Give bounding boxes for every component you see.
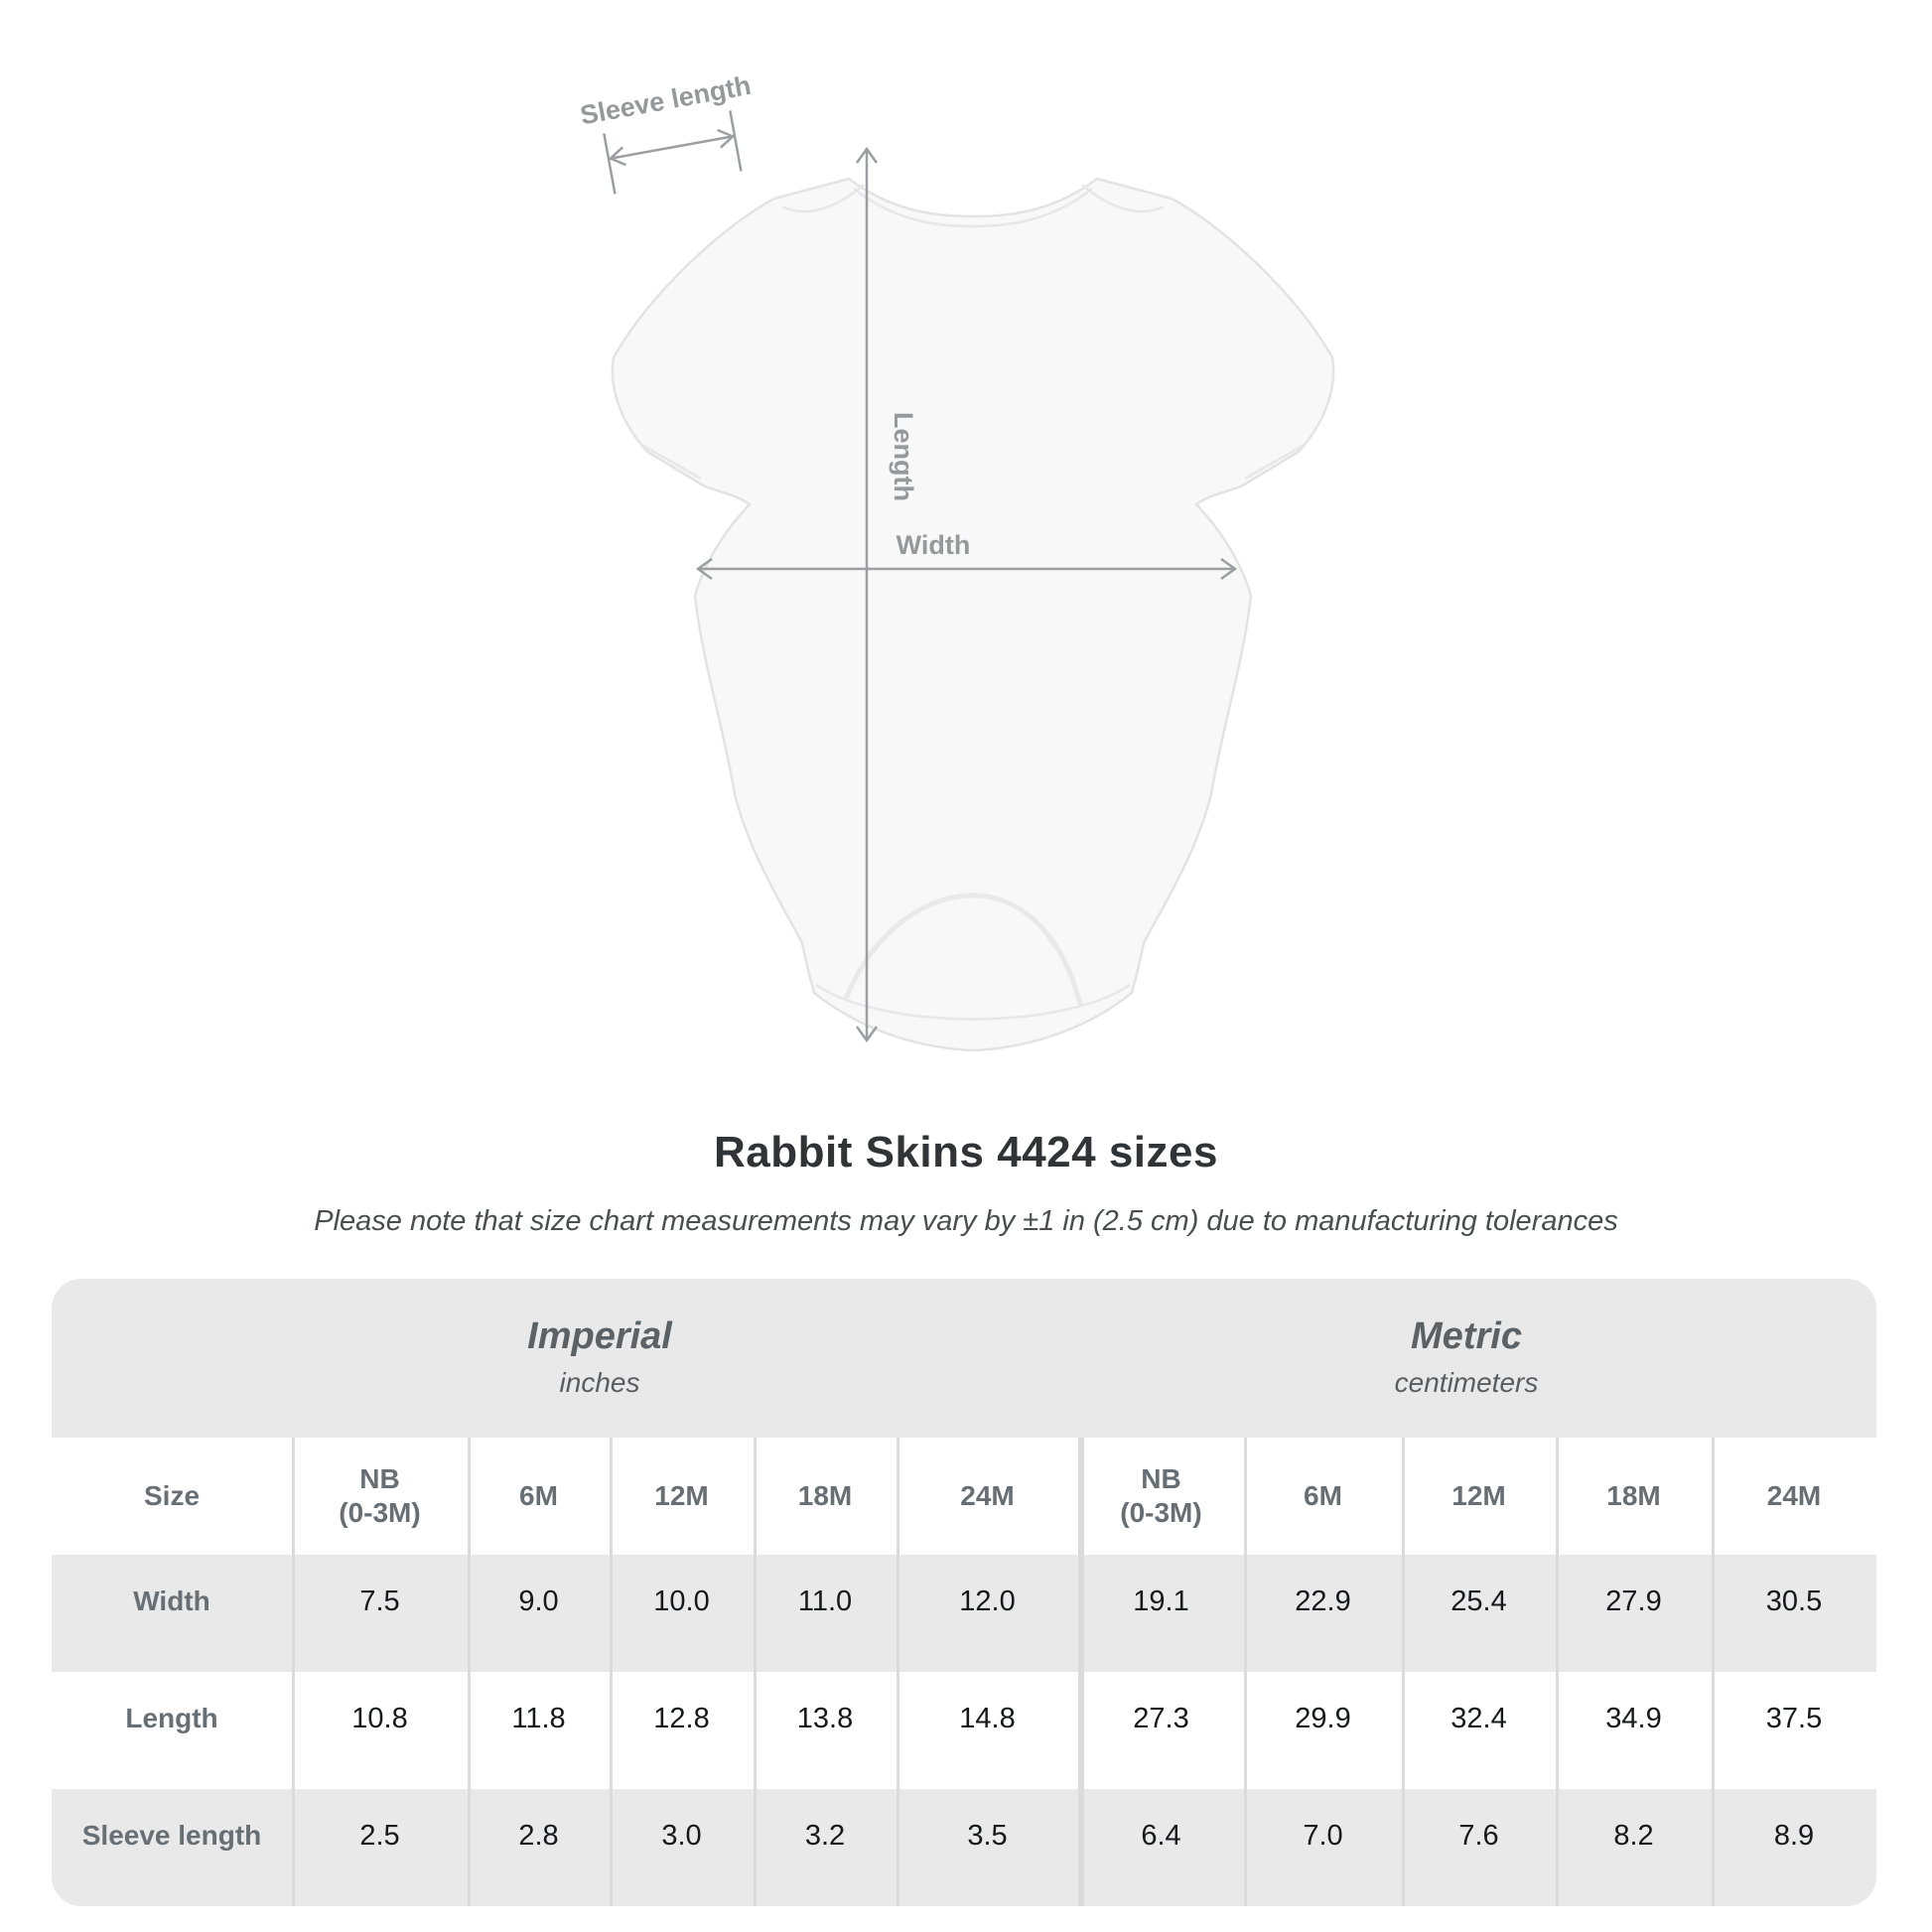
table-cell: 19.1 bbox=[1133, 1586, 1189, 1617]
table-row-width: Width 7.5 9.0 10.0 11.0 12.0 19.1 22.9 2… bbox=[52, 1555, 1876, 1672]
imperial-group-header: Imperial inches bbox=[527, 1311, 672, 1404]
width-arrowhead-left bbox=[695, 557, 713, 581]
column-divider bbox=[754, 1438, 757, 1906]
table-cell: 9.0 bbox=[518, 1586, 559, 1617]
table-cell: 13.8 bbox=[796, 1703, 854, 1734]
left-cuff-seam bbox=[640, 443, 702, 481]
row-label: Length bbox=[125, 1703, 218, 1733]
table-header-band: Imperial inches Metric centimeters bbox=[52, 1279, 1876, 1438]
table-cell: 25.4 bbox=[1450, 1586, 1507, 1617]
row-label: Sleeve length bbox=[81, 1820, 262, 1851]
column-header: NB (0-3M) bbox=[1120, 1463, 1202, 1528]
leg-binding-seam bbox=[815, 983, 1131, 1021]
table-cell: 2.8 bbox=[518, 1820, 559, 1852]
table-cell: 12.8 bbox=[653, 1703, 710, 1734]
column-header: 12M bbox=[654, 1480, 709, 1511]
table-cell: 7.5 bbox=[359, 1586, 400, 1617]
table-cell: 8.2 bbox=[1613, 1820, 1654, 1852]
table-cell: 37.5 bbox=[1765, 1703, 1823, 1734]
table-cell: 34.9 bbox=[1605, 1703, 1662, 1734]
column-header: 6M bbox=[1304, 1480, 1342, 1511]
table-cell: 30.5 bbox=[1765, 1586, 1823, 1617]
sleeve-arrowhead-right bbox=[717, 128, 736, 149]
column-header: 24M bbox=[1766, 1480, 1822, 1511]
column-divider bbox=[1712, 1438, 1715, 1906]
sleeve-line bbox=[608, 134, 736, 161]
tolerance-note: Please note that size chart measurements… bbox=[314, 1205, 1618, 1237]
sleeve-arrowhead-left bbox=[608, 146, 626, 167]
column-divider bbox=[1402, 1438, 1405, 1906]
table-row-sleeve-length: Sleeve length 2.5 2.8 3.0 3.2 3.5 6.4 7.… bbox=[52, 1789, 1876, 1906]
column-header: 6M bbox=[519, 1480, 558, 1511]
column-header: 18M bbox=[797, 1480, 853, 1511]
metric-units: centimeters bbox=[1394, 1367, 1539, 1398]
metric-group-header: Metric centimeters bbox=[1395, 1311, 1539, 1404]
onesie-silhouette bbox=[611, 177, 1335, 1052]
size-header: Size bbox=[143, 1480, 201, 1511]
table-cell: 11.8 bbox=[511, 1703, 566, 1734]
table-cell: 8.9 bbox=[1773, 1820, 1815, 1852]
column-divider bbox=[1556, 1438, 1559, 1906]
length-arrowhead-top bbox=[855, 146, 879, 164]
right-lap-shoulder-seam bbox=[1081, 184, 1165, 213]
left-lap-shoulder-seam bbox=[781, 184, 865, 213]
table-cell: 3.2 bbox=[804, 1820, 846, 1852]
table-cell: 14.8 bbox=[959, 1703, 1016, 1734]
table-cell: 3.0 bbox=[661, 1820, 702, 1852]
table-cell: 3.5 bbox=[967, 1820, 1008, 1852]
table-cell: 12.0 bbox=[959, 1586, 1016, 1617]
group-divider bbox=[1078, 1438, 1084, 1906]
imperial-label: Imperial bbox=[527, 1315, 672, 1357]
row-label: Width bbox=[133, 1586, 210, 1616]
right-cuff-seam bbox=[1244, 443, 1306, 481]
length-dimension: Length bbox=[855, 146, 918, 1043]
table-cell: 10.0 bbox=[653, 1586, 710, 1617]
sleeve-length-label: Sleeve length bbox=[578, 70, 754, 131]
column-divider bbox=[897, 1438, 899, 1906]
size-table: Imperial inches Metric centimeters Size … bbox=[52, 1279, 1876, 1906]
table-cell: 10.8 bbox=[351, 1703, 408, 1734]
sleeve-tick-right bbox=[729, 110, 743, 172]
table-cell: 6.4 bbox=[1141, 1820, 1181, 1852]
garment-illustration: Length Width Sleeve length bbox=[578, 70, 1335, 1052]
table-cell: 2.5 bbox=[359, 1820, 400, 1852]
table-row-length: Length 10.8 11.8 12.8 13.8 14.8 27.3 29.… bbox=[52, 1672, 1876, 1789]
metric-label: Metric bbox=[1411, 1315, 1522, 1357]
table-cell: 27.9 bbox=[1605, 1586, 1662, 1617]
width-dimension: Width bbox=[695, 530, 1238, 581]
size-header-row: Size NB (0-3M) 6M 12M 18M 24M NB (0-3M) … bbox=[52, 1438, 1876, 1555]
sleeve-tick-left bbox=[603, 133, 617, 195]
crotch-flap-seam bbox=[843, 893, 1083, 1006]
table-cell: 29.9 bbox=[1295, 1703, 1351, 1734]
table-cell: 7.0 bbox=[1303, 1820, 1343, 1852]
table-cell: 27.3 bbox=[1133, 1703, 1189, 1734]
table-cell: 11.0 bbox=[797, 1586, 853, 1617]
table-cell: 22.9 bbox=[1295, 1586, 1351, 1617]
column-header: 12M bbox=[1451, 1480, 1506, 1511]
table-cell: 32.4 bbox=[1450, 1703, 1507, 1734]
column-divider bbox=[468, 1438, 471, 1906]
page-title: Rabbit Skins 4424 sizes bbox=[714, 1128, 1218, 1176]
imperial-units: inches bbox=[559, 1367, 640, 1398]
sleeve-length-dimension: Sleeve length bbox=[578, 70, 754, 195]
column-header: 18M bbox=[1606, 1480, 1661, 1511]
length-arrowhead-bottom bbox=[855, 1026, 879, 1043]
column-divider bbox=[292, 1438, 295, 1906]
width-arrowhead-right bbox=[1220, 557, 1238, 581]
column-header: 24M bbox=[960, 1480, 1015, 1511]
width-label: Width bbox=[897, 530, 971, 560]
column-divider bbox=[1244, 1438, 1247, 1906]
table-cell: 7.6 bbox=[1458, 1820, 1499, 1852]
length-label: Length bbox=[889, 412, 918, 501]
collar-trim-seam bbox=[853, 188, 1093, 228]
column-divider bbox=[610, 1438, 613, 1906]
column-header: NB (0-3M) bbox=[339, 1463, 421, 1528]
